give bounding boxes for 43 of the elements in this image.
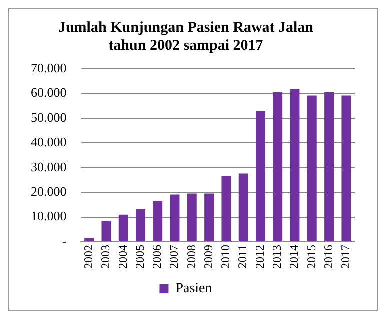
x-tick-label: 2013 (270, 245, 284, 269)
bar (118, 214, 128, 242)
x-tick-label: 2004 (116, 245, 130, 269)
x-tick-label: 2005 (132, 245, 147, 269)
bar (222, 176, 232, 242)
bar (170, 194, 180, 242)
x-tick-label: 2006 (150, 245, 164, 269)
x-tick-label: 2002 (81, 245, 96, 269)
y-tick-label: 70.000 (31, 60, 67, 76)
bar (153, 201, 163, 242)
y-tick-label: 60.000 (31, 85, 67, 100)
bar (136, 209, 146, 242)
x-tick-label: 2009 (201, 245, 216, 269)
legend-label: Pasien (176, 282, 212, 297)
y-tick-label: 50.000 (31, 110, 67, 125)
x-tick-label: 2016 (321, 245, 336, 269)
bar (273, 92, 283, 242)
text: tahun 2002 sampai 2017 (108, 38, 264, 54)
x-tick-label: 2012 (252, 245, 267, 269)
y-tick-label: 30.000 (31, 159, 67, 174)
bar (342, 96, 352, 242)
x-tick-label: 2017 (338, 245, 353, 269)
bar (187, 194, 197, 242)
bar (204, 194, 214, 242)
bar (238, 174, 248, 242)
bar (307, 96, 317, 242)
y-tick-label: 40.000 (31, 134, 67, 150)
y-tick-label: 10.000 (31, 208, 67, 224)
text: Jumlah Kunjungan Pasien Rawat Jalan (58, 20, 314, 36)
x-tick-label: 2007 (167, 245, 182, 269)
bar (84, 238, 94, 242)
x-tick-label: 2010 (218, 245, 233, 269)
bar (290, 89, 300, 242)
x-tick-label: 2003 (98, 245, 113, 269)
x-tick-label: 2011 (236, 245, 250, 269)
x-tick-label: 2014 (287, 245, 302, 269)
bar (324, 92, 334, 242)
y-tick-label: 20.000 (31, 184, 67, 199)
y-tick-label: - (62, 233, 67, 248)
bar (256, 111, 266, 242)
bar (102, 220, 112, 242)
x-tick-label: 2015 (304, 245, 318, 269)
x-tick-label: 2008 (184, 245, 198, 269)
